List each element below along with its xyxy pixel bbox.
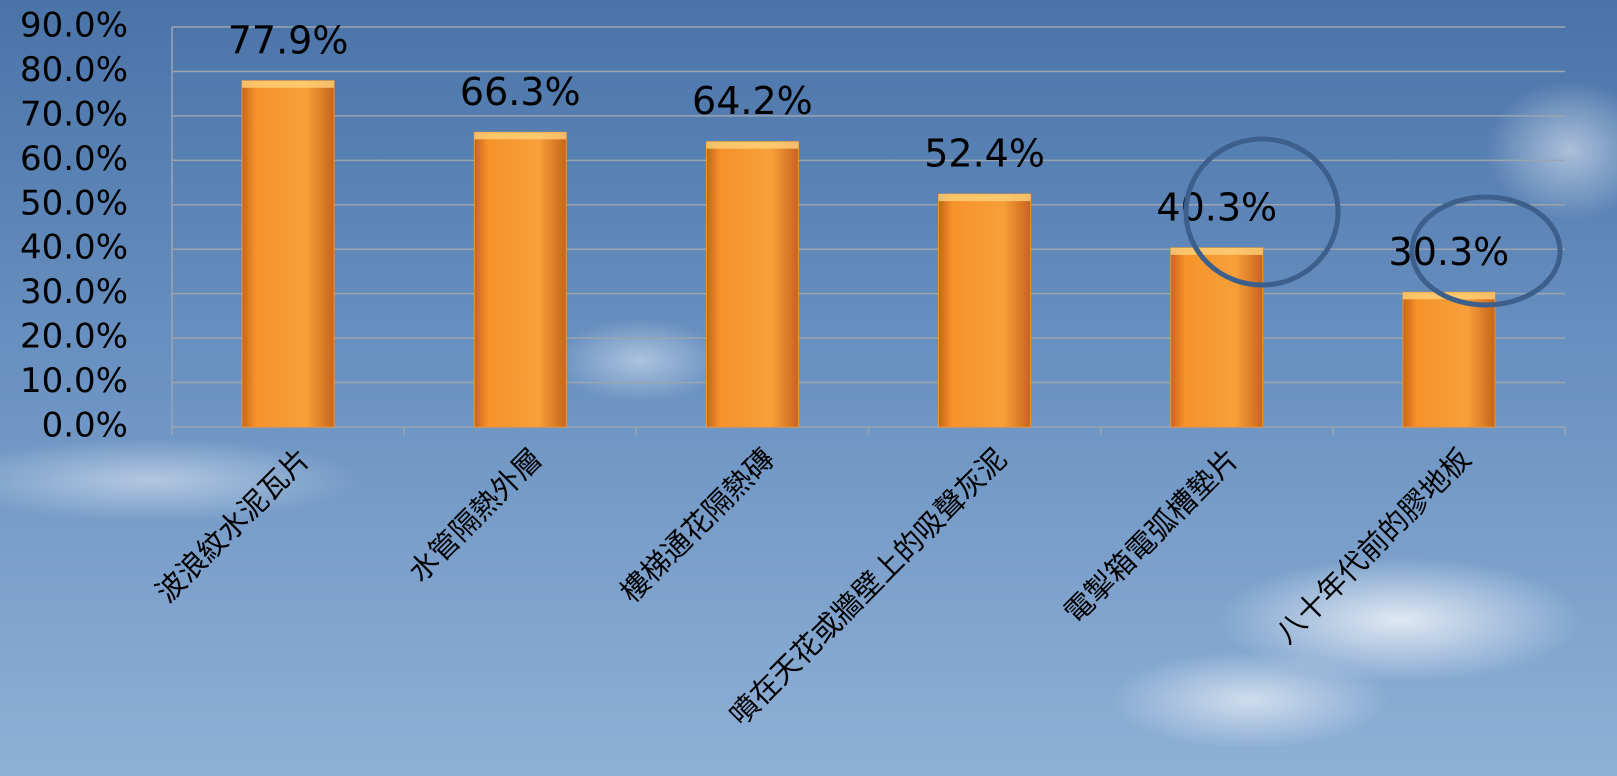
bar-highlight xyxy=(474,132,567,140)
value-label: 77.9% xyxy=(228,18,349,62)
y-tick-label: 0.0% xyxy=(42,406,128,446)
y-tick-label: 60.0% xyxy=(20,139,128,179)
y-tick-label: 80.0% xyxy=(20,50,128,90)
y-tick-label: 30.0% xyxy=(20,272,128,312)
value-label: 52.4% xyxy=(924,132,1045,176)
y-tick-label: 40.0% xyxy=(20,228,128,268)
x-tick-label: 水管隔熱外層 xyxy=(402,442,549,589)
value-label: 40.3% xyxy=(1156,185,1277,229)
bar-highlight xyxy=(242,80,335,88)
x-tick-label: 波浪紋水泥瓦片 xyxy=(149,442,317,610)
bar-highlight xyxy=(938,194,1031,202)
highlight-circle xyxy=(1409,194,1563,308)
bar xyxy=(473,131,567,428)
x-tick-label: 樓梯通花隔熱磚 xyxy=(613,442,781,610)
bar xyxy=(938,193,1032,428)
y-tick-label: 10.0% xyxy=(20,361,128,401)
y-tick-label: 90.0% xyxy=(20,6,128,46)
plot: 0.0% 10.0%20.0% 30.0%40.0% 50.0%60.0% 70.0%8… xyxy=(20,6,1566,733)
bar xyxy=(705,141,799,428)
x-tick-label: 電掣箱電弧槽墊片 xyxy=(1057,442,1245,630)
bar-highlight xyxy=(706,141,799,149)
value-label: 30.3% xyxy=(1389,230,1510,274)
bar-highlight xyxy=(1170,247,1263,255)
x-tick-label: 八十年代前的膠地板 xyxy=(1269,442,1478,651)
value-label: 66.3% xyxy=(460,70,581,114)
value-label: 64.2% xyxy=(692,79,813,123)
y-tick-label: 70.0% xyxy=(20,94,128,134)
highlight-circle xyxy=(1183,136,1341,288)
y-tick-label: 20.0% xyxy=(20,317,128,357)
x-tick-label: 噴在天花或牆壁上的吸聲灰泥 xyxy=(723,442,1014,733)
bar xyxy=(1170,247,1264,428)
y-tick-label: 50.0% xyxy=(20,183,128,223)
bar xyxy=(1402,291,1496,428)
bar xyxy=(241,80,335,428)
